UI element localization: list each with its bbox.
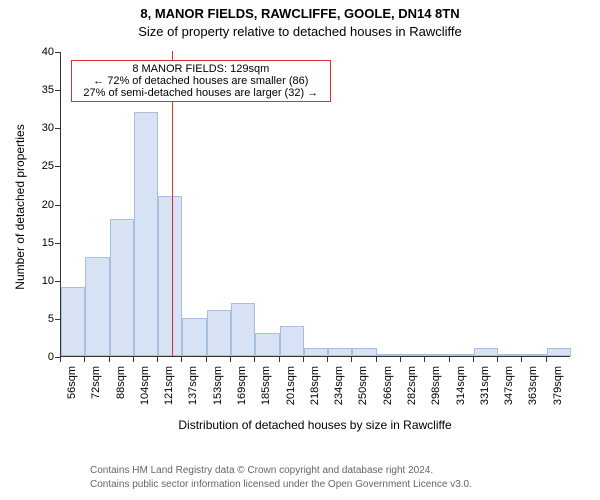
callout-line-2: ← 72% of detached houses are smaller (86…	[78, 75, 324, 87]
y-tick-label: 35	[32, 84, 54, 96]
x-tick-label: 201sqm	[285, 366, 297, 416]
histogram-bar	[85, 257, 109, 356]
x-tick-mark	[206, 357, 207, 362]
y-tick-label: 30	[32, 122, 54, 134]
histogram-bar	[377, 354, 401, 356]
histogram-bar	[110, 219, 134, 356]
y-tick-mark	[55, 319, 60, 320]
y-tick-mark	[55, 52, 60, 53]
x-tick-mark	[303, 357, 304, 362]
x-tick-mark	[181, 357, 182, 362]
x-tick-mark	[60, 357, 61, 362]
x-tick-mark	[351, 357, 352, 362]
x-tick-label: 363sqm	[527, 366, 539, 416]
x-tick-label: 314sqm	[455, 366, 467, 416]
x-tick-mark	[157, 357, 158, 362]
y-tick-label: 0	[32, 351, 54, 363]
x-tick-label: 153sqm	[212, 366, 224, 416]
x-tick-mark	[546, 357, 547, 362]
histogram-bar	[450, 354, 474, 356]
x-tick-label: 185sqm	[260, 366, 272, 416]
histogram-bar	[522, 354, 546, 356]
x-tick-mark	[327, 357, 328, 362]
callout-line-3: 27% of semi-detached houses are larger (…	[78, 87, 324, 99]
histogram-bar	[474, 348, 498, 356]
chart-container: 8, MANOR FIELDS, RAWCLIFFE, GOOLE, DN14 …	[0, 0, 600, 500]
histogram-bar	[401, 354, 425, 356]
histogram-bar	[352, 348, 376, 356]
histogram-bar	[304, 348, 328, 356]
x-tick-mark	[279, 357, 280, 362]
y-tick-mark	[55, 281, 60, 282]
histogram-bar	[498, 354, 522, 356]
x-tick-mark	[521, 357, 522, 362]
y-tick-mark	[55, 90, 60, 91]
x-tick-mark	[424, 357, 425, 362]
x-tick-label: 266sqm	[382, 366, 394, 416]
x-axis-label: Distribution of detached houses by size …	[60, 418, 570, 432]
x-tick-label: 331sqm	[479, 366, 491, 416]
y-tick-label: 40	[32, 46, 54, 58]
y-axis-label: Number of detached properties	[13, 117, 27, 297]
y-tick-label: 20	[32, 199, 54, 211]
x-tick-label: 298sqm	[430, 366, 442, 416]
footnote-line-2: Contains public sector information licen…	[90, 479, 590, 490]
y-tick-mark	[55, 166, 60, 167]
histogram-bar	[61, 287, 85, 356]
x-tick-label: 104sqm	[139, 366, 151, 416]
callout-box: 8 MANOR FIELDS: 129sqm ← 72% of detached…	[71, 60, 331, 102]
histogram-bar	[182, 318, 206, 356]
histogram-bar	[134, 112, 158, 356]
x-tick-mark	[84, 357, 85, 362]
x-tick-label: 234sqm	[333, 366, 345, 416]
x-tick-label: 88sqm	[115, 366, 127, 416]
x-tick-label: 137sqm	[187, 366, 199, 416]
histogram-bar	[328, 348, 352, 356]
x-tick-mark	[230, 357, 231, 362]
x-tick-mark	[497, 357, 498, 362]
footnote-line-1: Contains HM Land Registry data © Crown c…	[90, 465, 590, 476]
y-tick-mark	[55, 128, 60, 129]
x-tick-label: 347sqm	[503, 366, 515, 416]
histogram-bar	[231, 303, 255, 356]
x-tick-label: 72sqm	[90, 366, 102, 416]
histogram-bar	[207, 310, 231, 356]
histogram-bar	[255, 333, 279, 356]
histogram-bar	[158, 196, 182, 356]
callout-line-1: 8 MANOR FIELDS: 129sqm	[78, 63, 324, 75]
y-tick-label: 15	[32, 237, 54, 249]
x-tick-mark	[473, 357, 474, 362]
x-tick-mark	[254, 357, 255, 362]
y-tick-mark	[55, 205, 60, 206]
histogram-bar	[547, 348, 571, 356]
x-tick-label: 218sqm	[309, 366, 321, 416]
y-tick-mark	[55, 243, 60, 244]
histogram-bar	[425, 354, 449, 356]
x-tick-label: 56sqm	[66, 366, 78, 416]
x-tick-label: 379sqm	[552, 366, 564, 416]
x-tick-mark	[449, 357, 450, 362]
y-tick-label: 5	[32, 313, 54, 325]
x-tick-mark	[376, 357, 377, 362]
histogram-bar	[280, 326, 304, 357]
x-tick-label: 169sqm	[236, 366, 248, 416]
x-tick-label: 282sqm	[406, 366, 418, 416]
y-tick-label: 25	[32, 160, 54, 172]
x-tick-label: 121sqm	[163, 366, 175, 416]
x-tick-mark	[133, 357, 134, 362]
chart-title-address: 8, MANOR FIELDS, RAWCLIFFE, GOOLE, DN14 …	[0, 6, 600, 21]
y-tick-label: 10	[32, 275, 54, 287]
x-tick-label: 250sqm	[357, 366, 369, 416]
x-tick-mark	[109, 357, 110, 362]
chart-title-subtitle: Size of property relative to detached ho…	[0, 24, 600, 39]
x-tick-mark	[400, 357, 401, 362]
